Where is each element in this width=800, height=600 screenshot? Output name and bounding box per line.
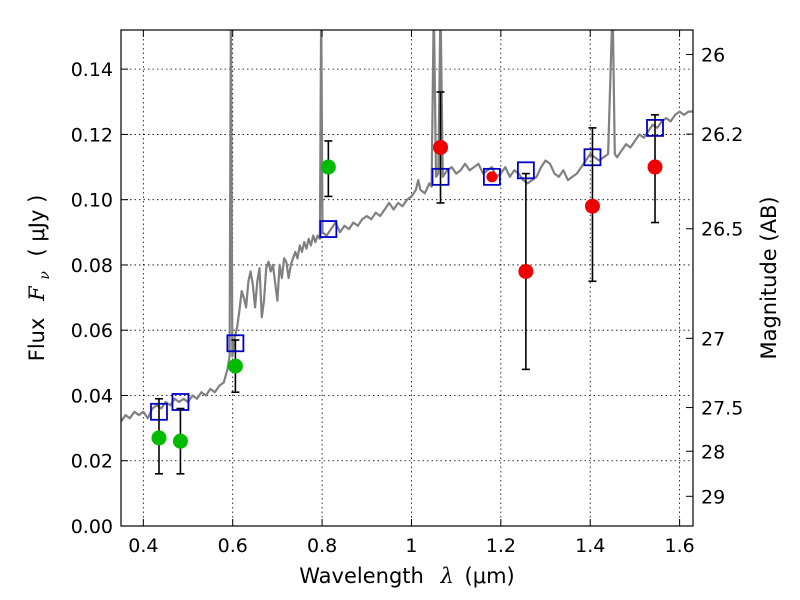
x-axis-label-text: Wavelength	[299, 564, 424, 588]
x-axis-label: Wavelength λ (μm)	[299, 564, 514, 588]
model-photometry-square	[483, 167, 501, 186]
x-tick-label: 1.4	[575, 535, 605, 557]
observed-flux-point	[433, 139, 449, 155]
y-axis-label-symbol: F	[25, 285, 49, 302]
y2-tick-label: 26.2	[701, 124, 743, 146]
tick-marks	[121, 30, 693, 527]
tick-labels: 0.4 0.6 0.8 1 1.2 1.4 1.6 0.00 0.02 0.04 0.06 0.08 0…	[71, 44, 744, 557]
y-axis-label: Flux F ν ( μJy )	[25, 195, 54, 362]
x-tick-label: 1	[405, 535, 417, 557]
plot-frame	[120, 29, 694, 527]
y2-axis-label: Magnitude (AB)	[757, 196, 781, 359]
x-tick-label: 1.2	[486, 535, 516, 557]
observed-flux-point	[518, 263, 534, 279]
model-photometry-square	[319, 220, 338, 238]
x-tick-label: 0.8	[307, 535, 337, 557]
y-axis-label-unit: ( μJy )	[25, 195, 49, 257]
y-tick-label: 0.04	[71, 385, 113, 407]
observed-flux-point	[486, 171, 498, 183]
observed-flux-point	[647, 159, 663, 175]
y2-tick-label: 27	[701, 328, 725, 350]
y-tick-label: 0.00	[71, 516, 113, 538]
plot-background	[121, 30, 693, 526]
x-tick-label: 1.6	[664, 535, 694, 557]
y-tick-label: 0.06	[71, 320, 113, 342]
y2-tick-label: 28	[701, 441, 725, 463]
y-tick-label: 0.10	[71, 190, 113, 212]
y-tick-label: 0.12	[71, 124, 113, 146]
x-axis-label-symbol: λ	[440, 564, 454, 588]
y-tick-label: 0.02	[71, 451, 113, 473]
y-axis-label-subscript: ν	[37, 271, 53, 280]
observed-flux-point	[584, 198, 600, 214]
y2-tick-label: 27.5	[701, 398, 743, 420]
observed-flux-point	[172, 433, 188, 449]
marker-layer	[150, 91, 664, 475]
y-axis-label-text: Flux	[25, 318, 49, 362]
y2-tick-label: 26.5	[701, 219, 743, 241]
data-layer	[121, 30, 693, 423]
x-tick-label: 0.4	[128, 535, 158, 557]
spectrum-line	[121, 30, 693, 423]
y2-tick-label: 26	[701, 44, 725, 66]
x-axis-label-unit: (μm)	[465, 564, 515, 588]
y-tick-label: 0.08	[71, 255, 113, 277]
x-tick-label: 0.6	[218, 535, 248, 557]
observed-flux-point	[320, 159, 336, 175]
y2-tick-label: 29	[701, 486, 725, 508]
observed-flux-point	[227, 358, 243, 374]
y-tick-label: 0.14	[71, 59, 113, 81]
observed-flux-point	[151, 430, 167, 446]
